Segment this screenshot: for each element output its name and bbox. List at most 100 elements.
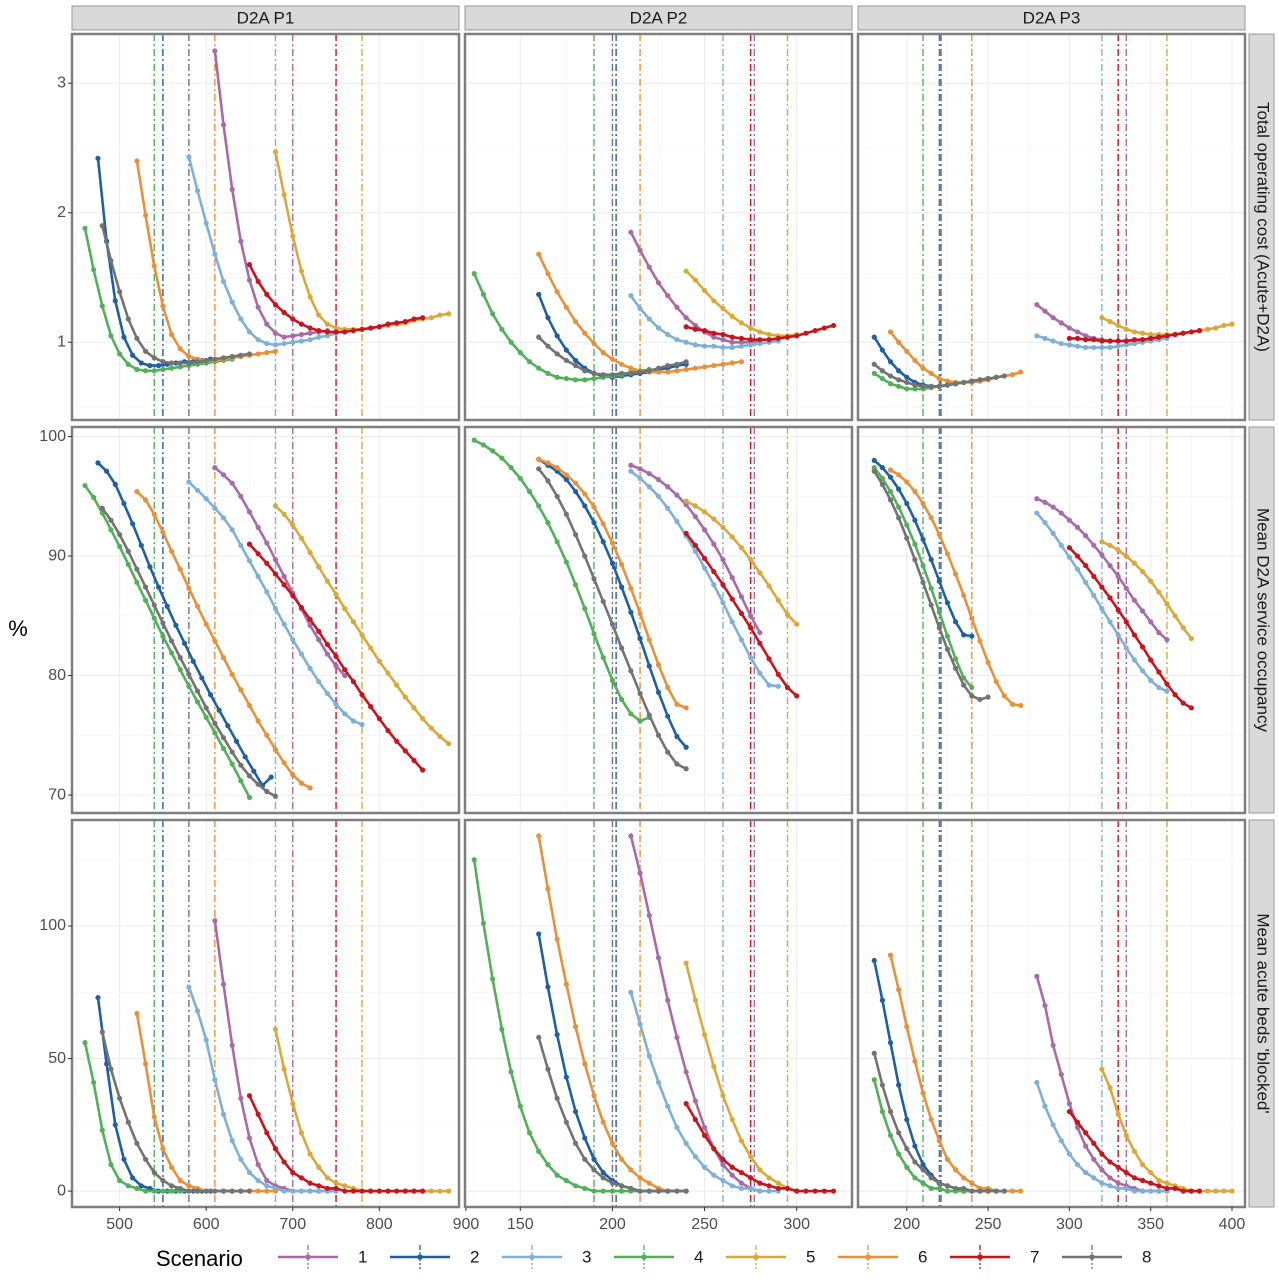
data-point-scenario-1 — [757, 629, 763, 636]
data-point-scenario-8 — [591, 370, 597, 376]
facet-strip-col-3 — [857, 5, 1246, 31]
data-point-scenario-6 — [912, 1058, 918, 1064]
data-point-scenario-4 — [151, 368, 157, 374]
data-point-scenario-7 — [298, 1175, 305, 1181]
data-point-scenario-5 — [376, 658, 382, 664]
data-point-scenario-6 — [896, 987, 902, 993]
data-point-scenario-5 — [1156, 1177, 1162, 1184]
data-point-scenario-4 — [194, 699, 201, 705]
data-point-scenario-2 — [147, 564, 153, 570]
data-point-scenario-8 — [887, 1108, 894, 1115]
data-point-scenario-8 — [993, 374, 999, 380]
data-point-scenario-1 — [1058, 320, 1064, 326]
data-point-scenario-6 — [928, 515, 934, 521]
data-point-scenario-7 — [1164, 333, 1170, 339]
data-point-scenario-5 — [729, 534, 735, 540]
data-point-scenario-8 — [194, 688, 201, 694]
data-point-scenario-7 — [307, 325, 313, 331]
data-point-scenario-8 — [912, 382, 918, 388]
series-group — [471, 229, 837, 383]
data-point-scenario-8 — [168, 638, 175, 644]
data-point-scenario-4 — [212, 730, 218, 736]
data-point-scenario-2 — [936, 578, 942, 584]
data-point-scenario-6 — [186, 585, 192, 591]
data-point-scenario-3 — [692, 342, 698, 348]
data-point-scenario-8 — [879, 481, 885, 487]
data-point-scenario-8 — [194, 1188, 201, 1194]
data-point-scenario-4 — [151, 615, 157, 621]
data-point-scenario-3 — [692, 548, 698, 554]
facet-label-row-3: Mean acute beds 'blocked' — [1254, 913, 1273, 1113]
data-point-scenario-7 — [1172, 331, 1178, 338]
data-point-scenario-4 — [920, 563, 926, 569]
data-point-scenario-3 — [194, 487, 201, 493]
data-point-scenario-6 — [936, 375, 942, 382]
data-point-scenario-1 — [720, 337, 726, 343]
data-point-scenario-5 — [446, 1188, 452, 1194]
data-point-scenario-8 — [936, 383, 942, 389]
data-point-scenario-8 — [683, 766, 689, 772]
data-point-scenario-6 — [1001, 693, 1007, 699]
data-point-scenario-8 — [646, 368, 652, 374]
data-point-scenario-1 — [1148, 619, 1154, 625]
data-point-scenario-4 — [177, 666, 183, 673]
data-point-scenario-7 — [298, 604, 305, 611]
data-point-scenario-7 — [1107, 338, 1113, 344]
data-point-scenario-6 — [151, 1114, 157, 1120]
data-point-scenario-6 — [600, 350, 606, 356]
data-point-scenario-3 — [637, 1021, 643, 1027]
data-point-scenario-6 — [186, 1183, 192, 1189]
data-point-scenario-3 — [701, 565, 708, 571]
data-point-scenario-5 — [720, 524, 726, 530]
data-point-scenario-1 — [333, 663, 339, 669]
data-point-scenario-8 — [212, 356, 218, 362]
data-point-scenario-3 — [1091, 1175, 1097, 1181]
data-point-scenario-2 — [887, 1040, 894, 1046]
data-point-scenario-1 — [342, 672, 348, 679]
data-point-scenario-7 — [359, 692, 365, 698]
data-point-scenario-6 — [177, 1177, 183, 1184]
data-point-scenario-5 — [1099, 1066, 1105, 1072]
data-point-scenario-8 — [904, 379, 910, 386]
data-point-scenario-7 — [1091, 337, 1097, 343]
data-point-scenario-3 — [1156, 1188, 1162, 1194]
data-point-scenario-3 — [1099, 1180, 1105, 1186]
data-point-scenario-4 — [912, 1175, 918, 1181]
data-point-scenario-8 — [554, 351, 560, 357]
data-point-scenario-8 — [912, 1159, 918, 1165]
data-point-scenario-4 — [871, 370, 877, 376]
data-point-scenario-7 — [821, 1188, 827, 1194]
data-point-scenario-8 — [655, 732, 662, 738]
panel-r3-c2 — [463, 818, 854, 1209]
data-point-scenario-8 — [563, 357, 569, 364]
data-point-scenario-8 — [887, 497, 894, 503]
data-point-scenario-2 — [896, 368, 902, 374]
data-point-scenario-7 — [1156, 669, 1162, 675]
data-point-scenario-7 — [729, 1164, 735, 1170]
data-point-scenario-4 — [582, 1185, 588, 1192]
series-group — [82, 48, 452, 374]
data-point-scenario-3 — [324, 333, 331, 339]
data-point-scenario-3 — [1083, 344, 1089, 351]
panel-border — [463, 818, 854, 1209]
data-point-scenario-2 — [545, 315, 551, 321]
data-point-scenario-7 — [420, 315, 426, 321]
data-point-scenario-7 — [385, 321, 391, 327]
data-point-scenario-8 — [212, 1188, 218, 1194]
data-point-scenario-3 — [711, 343, 717, 349]
data-point-scenario-6 — [168, 331, 175, 338]
data-point-scenario-4 — [896, 1151, 902, 1157]
data-point-scenario-6 — [272, 348, 279, 354]
data-point-scenario-3 — [655, 493, 662, 499]
data-point-scenario-4 — [508, 465, 514, 471]
data-point-scenario-3 — [212, 251, 218, 257]
data-point-scenario-6 — [904, 479, 910, 485]
data-point-scenario-3 — [1107, 619, 1113, 625]
data-point-scenario-7 — [1172, 692, 1178, 698]
data-point-scenario-2 — [130, 352, 136, 358]
data-point-scenario-4 — [142, 368, 149, 374]
data-point-scenario-3 — [683, 1140, 689, 1146]
data-point-scenario-1 — [1066, 1101, 1072, 1107]
data-point-scenario-3 — [1131, 340, 1138, 347]
data-point-scenario-4 — [936, 609, 942, 615]
